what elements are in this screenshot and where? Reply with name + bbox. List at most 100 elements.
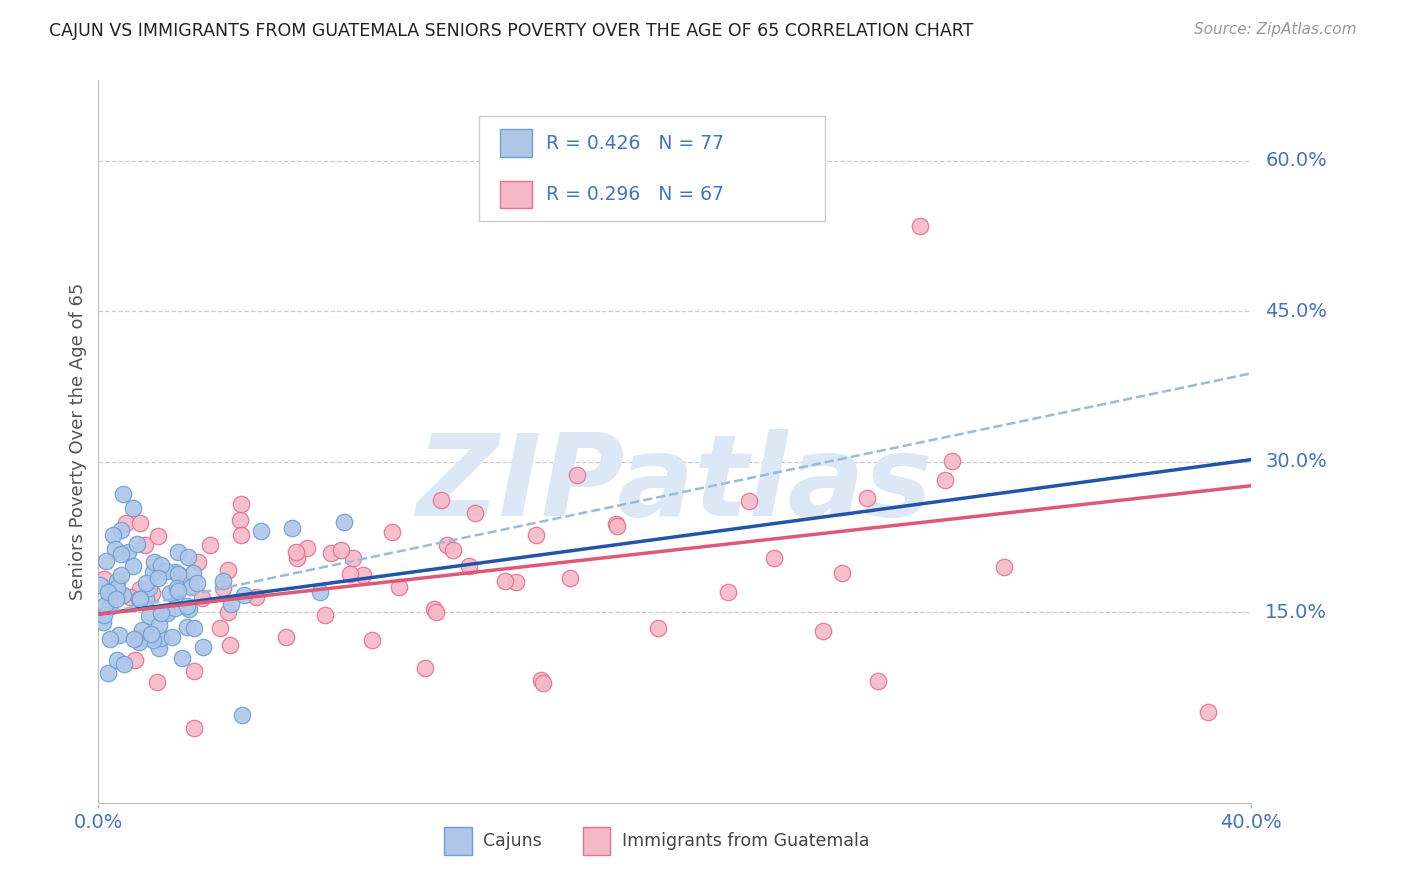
Point <box>285 544 308 558</box>
Text: 40.0%: 40.0% <box>1220 813 1282 832</box>
Point <box>464 506 486 520</box>
Point <box>181 566 204 581</box>
Point <box>93 608 115 623</box>
Point <box>183 621 205 635</box>
Point <box>155 564 177 578</box>
Point <box>97 588 120 602</box>
Point <box>131 623 153 637</box>
Point <box>128 635 150 649</box>
Point <box>494 574 516 588</box>
Point <box>122 501 145 516</box>
Point <box>198 538 221 552</box>
Point <box>98 632 121 647</box>
Point <box>763 551 786 566</box>
FancyBboxPatch shape <box>499 129 531 157</box>
Point <box>332 515 354 529</box>
Point <box>122 632 145 646</box>
Point <box>135 592 157 607</box>
Point <box>148 617 170 632</box>
Point <box>142 555 165 569</box>
Text: CAJUN VS IMMIGRANTS FROM GUATEMALA SENIORS POVERTY OVER THE AGE OF 65 CORRELATIO: CAJUN VS IMMIGRANTS FROM GUATEMALA SENIO… <box>49 22 973 40</box>
Point <box>114 657 136 672</box>
Point <box>339 567 361 582</box>
Point <box>139 627 162 641</box>
Point <box>458 558 481 573</box>
Point <box>114 516 136 530</box>
Point <box>217 605 239 619</box>
Text: ZIPatlas: ZIPatlas <box>416 429 934 541</box>
Point <box>145 674 167 689</box>
Point <box>319 546 342 560</box>
Point <box>98 599 121 614</box>
Text: 60.0%: 60.0% <box>1265 151 1327 170</box>
Point <box>429 493 451 508</box>
Point <box>330 543 353 558</box>
Text: Immigrants from Guatemala: Immigrants from Guatemala <box>621 832 869 850</box>
Point <box>165 600 187 615</box>
Point <box>110 523 132 537</box>
Point <box>231 708 253 723</box>
Point <box>217 563 239 577</box>
FancyBboxPatch shape <box>444 828 472 855</box>
Point <box>91 615 114 629</box>
Point <box>111 588 134 602</box>
Point <box>297 541 319 556</box>
Point <box>360 632 382 647</box>
Y-axis label: Seniors Poverty Over the Age of 65: Seniors Poverty Over the Age of 65 <box>69 283 87 600</box>
Point <box>150 558 173 572</box>
Point <box>219 597 242 611</box>
Point <box>125 537 148 551</box>
Point <box>172 651 194 665</box>
Point <box>524 527 547 541</box>
Point <box>190 591 212 605</box>
Point <box>422 601 444 615</box>
Point <box>993 559 1015 574</box>
Text: 15.0%: 15.0% <box>1265 603 1327 622</box>
Text: Source: ZipAtlas.com: Source: ZipAtlas.com <box>1194 22 1357 37</box>
Point <box>208 621 231 635</box>
Point <box>342 550 364 565</box>
FancyBboxPatch shape <box>479 116 825 221</box>
Point <box>128 592 150 607</box>
Point <box>281 521 304 535</box>
Point <box>138 582 160 596</box>
Point <box>118 590 141 604</box>
Point <box>738 494 761 508</box>
FancyBboxPatch shape <box>499 181 531 208</box>
Point <box>531 676 554 690</box>
Point <box>229 497 252 511</box>
Point <box>436 538 458 552</box>
Point <box>717 585 740 599</box>
Point <box>352 568 374 582</box>
Point <box>831 566 853 580</box>
Point <box>139 631 162 645</box>
Point <box>606 518 628 533</box>
Point <box>166 582 188 596</box>
Point <box>111 487 134 501</box>
Point <box>142 565 165 579</box>
Point <box>413 661 436 675</box>
Point <box>138 609 160 624</box>
Point <box>107 628 129 642</box>
Point <box>117 545 139 559</box>
Point <box>148 529 170 543</box>
Text: Cajuns: Cajuns <box>484 832 543 850</box>
Point <box>250 524 273 538</box>
Text: 45.0%: 45.0% <box>1265 301 1327 320</box>
Point <box>160 630 183 644</box>
Point <box>212 581 235 595</box>
Point <box>122 559 145 574</box>
Point <box>176 599 198 613</box>
Point <box>124 653 146 667</box>
Point <box>868 673 890 688</box>
Point <box>166 583 188 598</box>
Point <box>110 547 132 561</box>
Point <box>647 621 669 635</box>
Point <box>813 624 835 638</box>
Point <box>314 607 336 622</box>
Point <box>105 574 128 588</box>
Point <box>135 576 157 591</box>
Point <box>176 549 198 564</box>
Point <box>218 638 240 652</box>
Point <box>934 473 956 487</box>
